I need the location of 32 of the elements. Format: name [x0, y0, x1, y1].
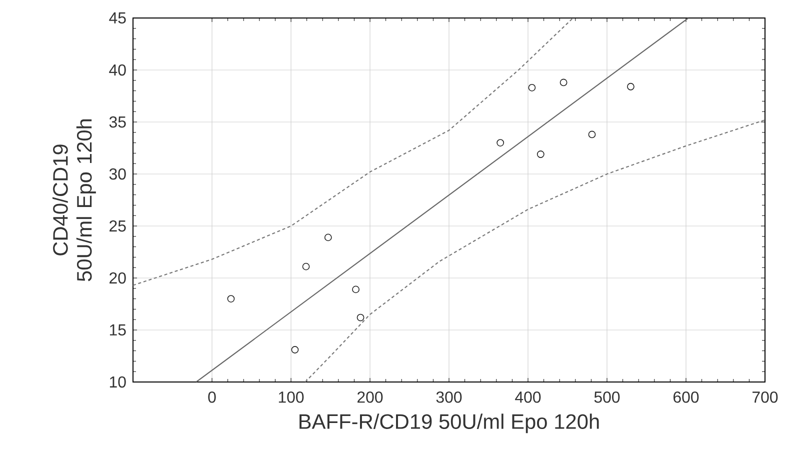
x-tick-label: 600: [674, 392, 699, 403]
y-tick-label: 20: [110, 272, 126, 284]
point: [528, 84, 536, 92]
point: [302, 262, 310, 270]
point: [324, 234, 332, 242]
y-tick-label: 10: [110, 376, 126, 388]
point: [291, 346, 299, 354]
point: [627, 82, 634, 90]
y-tick-label: 30: [109, 168, 126, 180]
x-axis-title: BAFF-R/CD19 50U/ml Epo 120h: [300, 414, 599, 434]
y-tick-label: 25: [110, 220, 126, 232]
y-tick-label: 40: [109, 64, 126, 76]
point: [536, 150, 544, 158]
x-tick-label: 0: [208, 392, 216, 403]
x-tick-label: 100: [278, 392, 304, 403]
x-tick-label: 300: [436, 392, 462, 403]
point: [227, 295, 235, 302]
point: [496, 139, 504, 146]
point: [352, 286, 360, 294]
x-tick-label: 400: [515, 392, 541, 403]
point: [560, 78, 568, 86]
y-tick-label: 15: [110, 324, 126, 336]
line-series: [304, 119, 766, 382]
y-tick-label: 35: [109, 116, 126, 128]
x-tick-label: 700: [752, 392, 778, 403]
x-tick-label: 200: [358, 392, 383, 403]
point: [588, 130, 596, 138]
y-axis-title: CD40/CD19 50U/ml Epo 120h: [52, 119, 96, 282]
x-tick-label: 500: [594, 392, 620, 403]
line-series: [133, 18, 574, 286]
point: [356, 314, 364, 322]
y-tick-label: 45: [109, 12, 126, 24]
